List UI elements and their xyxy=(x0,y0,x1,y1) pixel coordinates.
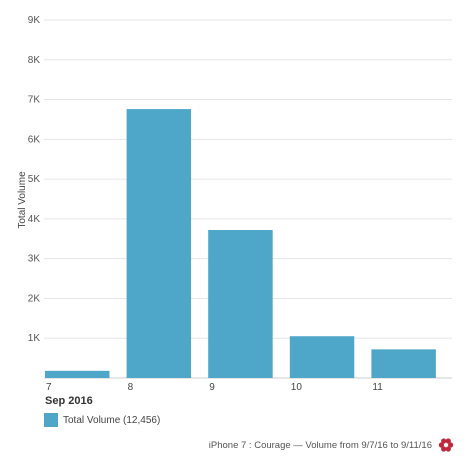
y-tick-label: 2K xyxy=(28,293,41,304)
y-tick-label: 3K xyxy=(28,254,41,265)
bar[interactable] xyxy=(371,349,436,378)
legend-swatch xyxy=(44,413,58,427)
logo-petal xyxy=(441,438,447,444)
y-tick-label: 1K xyxy=(28,333,41,344)
x-axis-ticks: 7 8 9 10 11 xyxy=(46,382,383,393)
y-tick-label: 9K xyxy=(28,15,41,26)
y-tick-label: 5K xyxy=(28,174,41,185)
bar[interactable] xyxy=(208,230,273,378)
y-tick-label: 7K xyxy=(28,95,41,106)
y-tick-label: 8K xyxy=(28,55,41,66)
logo-center xyxy=(444,443,448,447)
logo-petal xyxy=(445,438,451,444)
x-tick-label: 10 xyxy=(291,382,303,393)
y-axis-label: Total Volume xyxy=(17,171,28,229)
logo-petal xyxy=(438,442,444,448)
bar[interactable] xyxy=(289,336,355,378)
x-axis-group-label: Sep 2016 xyxy=(45,395,93,407)
x-tick-label: 7 xyxy=(46,382,52,393)
legend-label: Total Volume (12,456) xyxy=(63,414,161,426)
x-tick-label: 9 xyxy=(209,382,215,393)
gridlines xyxy=(44,19,452,379)
bar[interactable] xyxy=(45,370,110,378)
logo-petal xyxy=(445,446,451,452)
y-axis-ticks: 1K 2K 3K 4K 5K 6K 7K 8K 9K xyxy=(28,15,41,344)
flower-logo-icon xyxy=(438,438,454,452)
logo-petal xyxy=(441,446,447,452)
bars xyxy=(45,109,436,378)
x-tick-label: 8 xyxy=(128,382,134,393)
logo-petal xyxy=(448,442,454,448)
legend[interactable]: Total Volume (12,456) xyxy=(44,413,160,427)
footer-caption: iPhone 7 : Courage — Volume from 9/7/16 … xyxy=(209,437,454,453)
y-tick-label: 4K xyxy=(28,214,41,225)
bar[interactable] xyxy=(126,109,192,378)
footer-text: iPhone 7 : Courage — Volume from 9/7/16 … xyxy=(208,439,432,451)
x-tick-label: 11 xyxy=(372,382,383,393)
y-tick-label: 6K xyxy=(28,134,41,145)
